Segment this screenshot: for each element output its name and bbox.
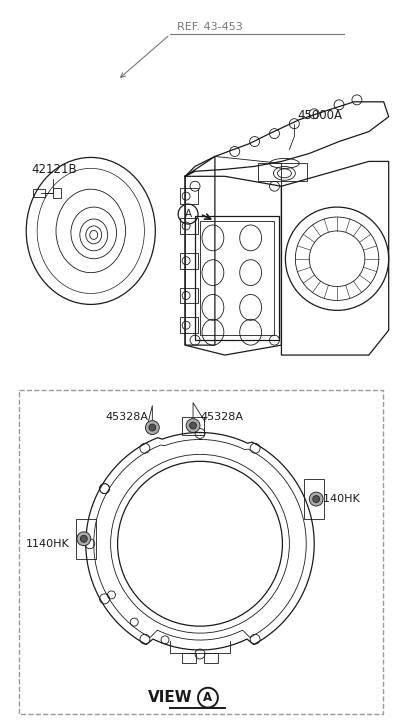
Bar — [200, 221, 274, 335]
Circle shape — [80, 535, 87, 542]
Bar — [257, 164, 307, 181]
Text: A: A — [203, 691, 213, 704]
Text: VIEW: VIEW — [148, 690, 192, 705]
Bar — [53, 188, 61, 198]
Text: 45328A: 45328A — [105, 411, 148, 422]
Circle shape — [309, 492, 323, 506]
Bar — [180, 253, 198, 269]
Text: 42121B: 42121B — [31, 164, 77, 177]
Circle shape — [313, 496, 320, 502]
Bar — [182, 653, 196, 663]
Circle shape — [77, 532, 91, 546]
Bar — [180, 218, 198, 234]
Bar — [76, 519, 96, 558]
Text: 45000A: 45000A — [297, 109, 342, 121]
Bar — [304, 479, 324, 519]
Bar — [195, 216, 279, 340]
Circle shape — [149, 424, 156, 431]
Text: REF. 43-453: REF. 43-453 — [177, 23, 243, 32]
Bar — [180, 317, 198, 333]
Text: 1140HK: 1140HK — [26, 539, 70, 549]
Text: 1140HK: 1140HK — [317, 494, 361, 504]
Circle shape — [186, 419, 200, 433]
Circle shape — [146, 421, 159, 435]
Bar — [19, 390, 383, 714]
Bar — [33, 189, 45, 197]
Bar — [180, 288, 198, 303]
Bar — [180, 188, 198, 204]
Bar — [182, 417, 204, 435]
Circle shape — [190, 422, 196, 429]
Text: A: A — [184, 209, 192, 219]
Bar — [204, 653, 218, 663]
Text: 45328A: 45328A — [200, 411, 243, 422]
